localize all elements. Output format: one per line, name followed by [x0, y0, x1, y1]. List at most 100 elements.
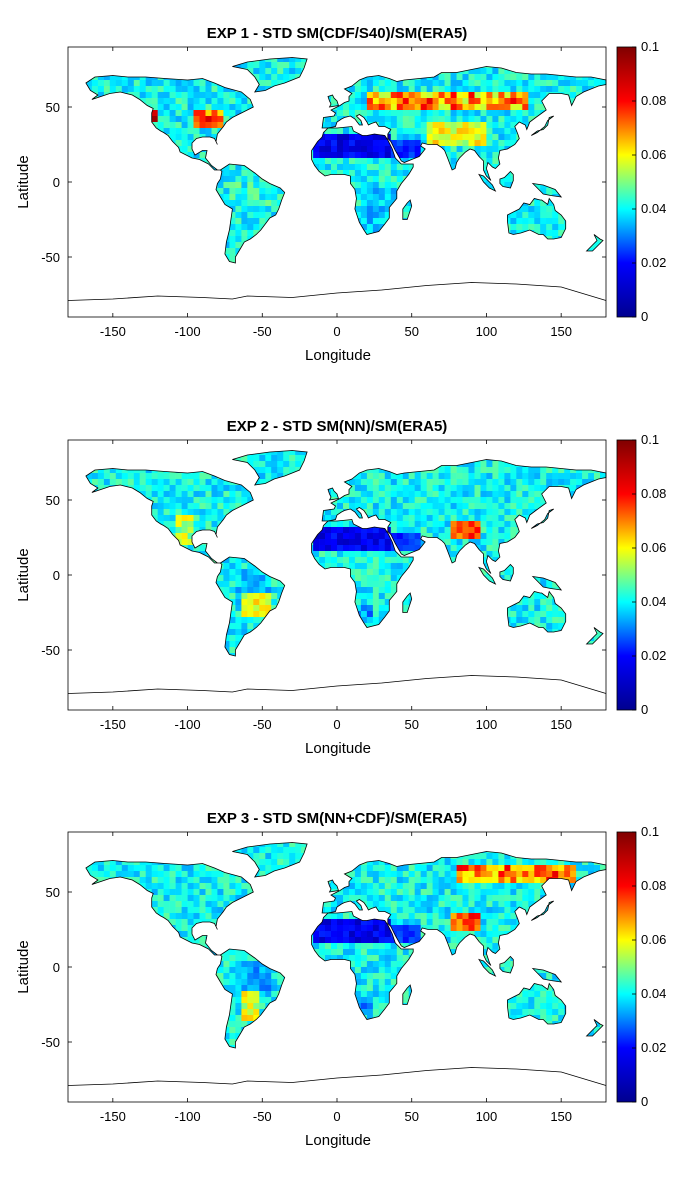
grid-cell: [187, 527, 194, 534]
grid-cell: [169, 479, 176, 486]
grid-cell: [139, 92, 146, 99]
grid-cell: [420, 116, 427, 123]
grid-cell: [498, 68, 505, 75]
grid-cell: [283, 461, 290, 468]
grid-cell: [121, 80, 129, 87]
grid-cell: [432, 485, 439, 492]
grid-cell: [450, 104, 457, 111]
grid-cell: [145, 479, 152, 486]
grid-cell: [366, 218, 374, 225]
grid-cell: [432, 104, 439, 111]
grid-cell: [91, 80, 99, 87]
grid-cell: [331, 158, 338, 165]
grid-cell: [474, 521, 481, 528]
grid-cell: [486, 497, 493, 504]
grid-cell: [384, 116, 392, 123]
grid-cell: [492, 104, 499, 111]
grid-cell: [187, 98, 194, 105]
grid-cell: [151, 485, 158, 492]
grid-cell: [414, 485, 421, 492]
grid-cell: [564, 80, 571, 87]
grid-cell: [462, 104, 469, 111]
grid-cell: [360, 551, 368, 558]
grid-cell: [504, 473, 511, 480]
grid-cell: [594, 80, 601, 87]
grid-cell: [540, 200, 547, 207]
grid-cell: [259, 86, 266, 93]
grid-cell: [223, 485, 230, 492]
grid-cell: [534, 479, 541, 486]
grid-cell: [372, 194, 380, 201]
grid-cell: [492, 74, 499, 81]
grid-cell: [259, 218, 266, 225]
grid-cell: [331, 527, 338, 534]
grid-cell: [378, 86, 386, 93]
grid-cell: [480, 467, 487, 474]
grid-cell: [277, 473, 284, 480]
grid-cell: [301, 57, 308, 63]
grid-cell: [378, 74, 386, 81]
grid-cell: [97, 467, 105, 474]
grid-cell: [103, 80, 111, 87]
grid-cell: [211, 86, 218, 93]
grid-cell: [534, 92, 541, 99]
grid-cell: [432, 521, 439, 528]
grid-cell: [354, 170, 362, 177]
grid-cell: [528, 74, 535, 81]
grid-cell: [235, 194, 242, 201]
grid-cell: [528, 98, 535, 105]
grid-cell: [528, 116, 535, 123]
grid-cell: [205, 485, 212, 492]
grid-cell: [187, 134, 194, 141]
grid-cell: [468, 515, 475, 522]
grid-cell: [456, 128, 463, 135]
grid-cell: [217, 98, 224, 105]
grid-cell: [390, 98, 398, 105]
grid-cell: [534, 74, 541, 81]
grid-cell: [456, 74, 463, 81]
grid-cell: [516, 86, 523, 93]
grid-cell: [157, 80, 164, 87]
grid-cell: [498, 110, 505, 117]
grid-cell: [396, 110, 404, 117]
grid-cell: [510, 224, 517, 231]
grid-cell: [241, 176, 248, 183]
grid-cell: [265, 188, 272, 195]
grid-cell: [474, 485, 481, 492]
grid-cell: [199, 80, 206, 87]
grid-cell: [420, 485, 427, 492]
grid-cell: [235, 62, 242, 69]
grid-cell: [109, 86, 117, 93]
grid-cell: [187, 92, 194, 99]
grid-cell: [474, 533, 481, 540]
grid-cell: [384, 188, 392, 195]
grid-cell: [408, 110, 415, 117]
grid-cell: [235, 557, 242, 564]
grid-cell: [402, 533, 410, 540]
grid-cell: [438, 533, 445, 540]
grid-cell: [289, 68, 296, 75]
grid-cell: [516, 98, 523, 105]
grid-cell: [229, 497, 236, 504]
grid-cell: [235, 224, 242, 231]
grid-cell: [169, 98, 176, 105]
grid-cell: [498, 104, 505, 111]
grid-cell: [127, 479, 135, 486]
grid-cell: [522, 503, 529, 510]
grid-cell: [528, 206, 535, 213]
grid-cell: [504, 509, 511, 516]
grid-cell: [211, 521, 218, 528]
grid-cell: [271, 455, 278, 462]
grid-cell: [516, 92, 523, 99]
grid-cell: [151, 491, 158, 498]
y-tick-label: -50: [41, 250, 60, 265]
grid-cell: [426, 92, 433, 99]
grid-cell: [343, 497, 350, 504]
grid-cell: [331, 491, 338, 498]
grid-cell: [402, 122, 410, 129]
grid-cell: [402, 485, 410, 492]
grid-cell: [337, 545, 344, 552]
grid-cell: [175, 515, 182, 522]
grid-cell: [151, 86, 158, 93]
grid-cell: [354, 206, 362, 213]
